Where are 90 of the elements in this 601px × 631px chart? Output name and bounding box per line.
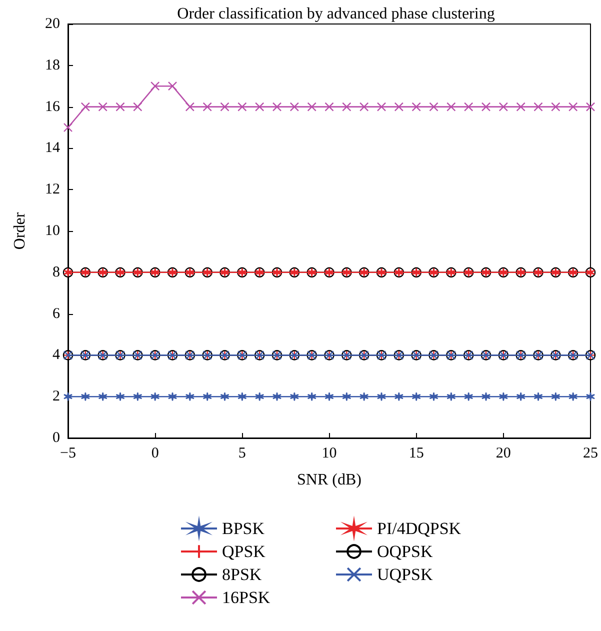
point bbox=[429, 102, 438, 112]
point bbox=[376, 392, 386, 402]
point bbox=[394, 392, 404, 402]
chart-title: Order classification by advanced phase clustering bbox=[177, 6, 495, 22]
point bbox=[202, 102, 212, 112]
point bbox=[307, 392, 316, 402]
point bbox=[446, 392, 456, 402]
point bbox=[359, 392, 369, 402]
point bbox=[481, 102, 491, 112]
y-tick-label: 16 bbox=[45, 98, 60, 115]
point bbox=[116, 392, 125, 402]
point bbox=[446, 102, 456, 112]
y-tick-label: 12 bbox=[45, 182, 60, 198]
point bbox=[80, 392, 90, 402]
point bbox=[185, 392, 195, 402]
point bbox=[324, 102, 334, 112]
point bbox=[272, 392, 282, 402]
point bbox=[220, 102, 230, 112]
point bbox=[394, 102, 404, 112]
point bbox=[586, 102, 596, 112]
point bbox=[63, 392, 73, 402]
point bbox=[168, 82, 178, 91]
point bbox=[238, 392, 247, 402]
x-tick-label: 15 bbox=[408, 446, 424, 462]
point bbox=[185, 102, 195, 112]
point bbox=[568, 102, 578, 112]
point bbox=[551, 102, 560, 112]
point bbox=[116, 102, 125, 112]
point bbox=[342, 392, 352, 402]
x-tick-label: 0 bbox=[151, 446, 159, 462]
legend-label: BPSK bbox=[222, 519, 266, 538]
point bbox=[586, 392, 596, 402]
y-tick-label: 8 bbox=[52, 264, 60, 280]
y-tick-label: 4 bbox=[52, 347, 60, 364]
x-tick-label: 10 bbox=[322, 446, 337, 462]
legend-label: QPSK bbox=[222, 542, 266, 561]
point bbox=[63, 122, 73, 132]
point bbox=[150, 392, 160, 402]
point bbox=[324, 392, 334, 402]
x-tick-label: −5 bbox=[60, 446, 76, 462]
point bbox=[498, 392, 508, 402]
legend-label: 16PSK bbox=[222, 588, 271, 607]
point bbox=[464, 102, 474, 112]
point bbox=[464, 392, 474, 402]
legend-label: 8PSK bbox=[222, 565, 262, 584]
point bbox=[551, 392, 560, 402]
x-tick-label: 20 bbox=[496, 446, 511, 462]
y-axis-title: Order bbox=[12, 212, 28, 250]
y-tick-label: 14 bbox=[45, 140, 60, 156]
point bbox=[412, 392, 421, 402]
point bbox=[98, 392, 108, 402]
y-tick-label: 2 bbox=[52, 388, 60, 405]
point bbox=[150, 82, 160, 91]
point bbox=[168, 392, 178, 402]
point bbox=[254, 392, 264, 402]
x-axis-title: SNR (dB) bbox=[297, 472, 362, 488]
point bbox=[98, 102, 108, 112]
point bbox=[272, 102, 282, 112]
point bbox=[220, 392, 230, 402]
y-tick-label: 6 bbox=[52, 306, 60, 322]
point bbox=[254, 102, 264, 112]
point bbox=[516, 102, 526, 112]
point bbox=[498, 102, 508, 112]
point bbox=[133, 102, 142, 112]
point bbox=[429, 392, 438, 402]
point bbox=[202, 392, 212, 402]
point bbox=[412, 102, 421, 112]
y-tick-label: 18 bbox=[45, 57, 60, 74]
legend-label: PI/4DQPSK bbox=[377, 519, 462, 538]
point bbox=[376, 102, 386, 112]
y-tick-label: 10 bbox=[45, 223, 60, 239]
point bbox=[290, 392, 300, 402]
point bbox=[534, 392, 543, 402]
point bbox=[342, 102, 352, 112]
point bbox=[290, 102, 300, 112]
point bbox=[481, 392, 491, 402]
x-tick-label: 25 bbox=[583, 446, 598, 462]
point bbox=[133, 392, 142, 402]
point bbox=[359, 102, 369, 112]
point bbox=[307, 102, 316, 112]
point bbox=[534, 102, 543, 112]
y-tick-label: 20 bbox=[45, 16, 60, 32]
point bbox=[80, 102, 90, 112]
legend-label: UQPSK bbox=[377, 565, 434, 584]
y-tick-label: 0 bbox=[52, 430, 60, 446]
x-tick-label: 5 bbox=[238, 446, 246, 462]
point bbox=[568, 392, 578, 402]
legend-label: OQPSK bbox=[377, 542, 434, 561]
point bbox=[516, 392, 526, 402]
point bbox=[238, 102, 247, 112]
